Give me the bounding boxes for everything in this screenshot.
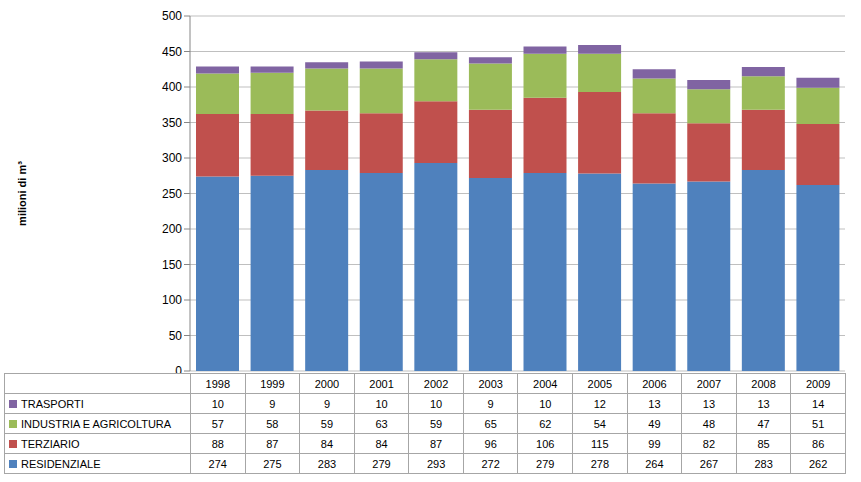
html-text:13: 13 [757, 397, 770, 410]
html-text:262: 262 [809, 457, 828, 470]
html-text:274: 274 [208, 457, 227, 470]
html-text:63: 63 [375, 417, 388, 430]
html-text:14: 14 [812, 397, 825, 410]
html-text:TRASPORTI: TRASPORTI [21, 398, 84, 410]
html-text:2001: 2001 [369, 377, 394, 390]
svg-text:50: 50 [169, 329, 183, 343]
html-text:10: 10 [539, 397, 552, 410]
html-text:2004: 2004 [533, 377, 558, 390]
html-text:47: 47 [757, 417, 770, 430]
svg-text:450: 450 [162, 45, 182, 59]
html-text:INDUSTRIA E AGRICOLTURA: INDUSTRIA E AGRICOLTURA [21, 418, 172, 430]
svg-text:500: 500 [162, 9, 182, 23]
html-text:2005: 2005 [587, 377, 613, 390]
html-text:13: 13 [702, 397, 716, 410]
html-text:272: 272 [481, 457, 500, 470]
html-text:9: 9 [269, 397, 276, 410]
html-text:1998: 1998 [205, 377, 230, 390]
html-text:2002: 2002 [423, 377, 449, 390]
html-text:293: 293 [426, 457, 446, 470]
html-text:87: 87 [430, 437, 443, 450]
svg-text:300: 300 [162, 151, 182, 165]
svg-text:200: 200 [162, 222, 182, 236]
html-text:88: 88 [211, 437, 224, 450]
html-text:RESIDENZIALE: RESIDENZIALE [21, 458, 101, 470]
html-text:10: 10 [211, 397, 224, 410]
html-text:1999: 1999 [260, 377, 285, 390]
svg-text:0: 0 [175, 364, 182, 373]
html-text:84: 84 [375, 437, 388, 450]
html-text:2006: 2006 [642, 377, 667, 390]
html-text:57: 57 [211, 417, 224, 430]
html-text:59: 59 [320, 417, 334, 430]
html-text:86: 86 [812, 437, 825, 450]
html-text:13: 13 [648, 397, 661, 410]
html-text:2009: 2009 [805, 377, 831, 390]
html-text:65: 65 [484, 417, 497, 430]
html-text:9: 9 [487, 397, 494, 410]
html-text:10: 10 [430, 397, 443, 410]
html-text:TERZIARIO: TERZIARIO [21, 438, 80, 450]
svg-text:350: 350 [162, 116, 182, 130]
html-text:10: 10 [375, 397, 388, 410]
html-text:48: 48 [702, 417, 716, 430]
html-text:54: 54 [593, 417, 606, 430]
html-text:275: 275 [263, 457, 282, 470]
html-text:279: 279 [372, 457, 391, 470]
svg-text:100: 100 [162, 293, 182, 307]
html-text:267: 267 [699, 457, 719, 470]
html-text:283: 283 [754, 457, 773, 470]
html-text:62: 62 [539, 417, 552, 430]
html-text:279: 279 [536, 457, 555, 470]
html-text:106: 106 [536, 437, 555, 450]
html-text:283: 283 [317, 457, 337, 470]
html-text:82: 82 [702, 437, 716, 450]
html-text:115: 115 [591, 437, 609, 450]
html-text:51: 51 [812, 417, 825, 430]
html-text:96: 96 [484, 437, 497, 450]
svg-text:250: 250 [162, 187, 182, 201]
html-text:2000: 2000 [314, 377, 340, 390]
html-text:2003: 2003 [478, 377, 503, 390]
html-text:85: 85 [757, 437, 770, 450]
html-text:278: 278 [590, 457, 609, 470]
html-text:58: 58 [266, 417, 279, 430]
html-text:87: 87 [266, 437, 279, 450]
svg-text:milioni di m³: milioni di m³ [16, 161, 28, 226]
html-text:84: 84 [320, 437, 334, 450]
svg-text:400: 400 [162, 80, 182, 94]
html-text:12: 12 [593, 397, 606, 410]
html-text:99: 99 [648, 437, 661, 450]
html-text:59: 59 [430, 417, 443, 430]
html-text:2008: 2008 [751, 377, 776, 390]
html-text:264: 264 [645, 457, 664, 470]
html-text:2007: 2007 [696, 377, 722, 390]
html-text:49: 49 [648, 417, 661, 430]
svg-text:150: 150 [162, 258, 182, 272]
html-text:9: 9 [323, 397, 330, 410]
